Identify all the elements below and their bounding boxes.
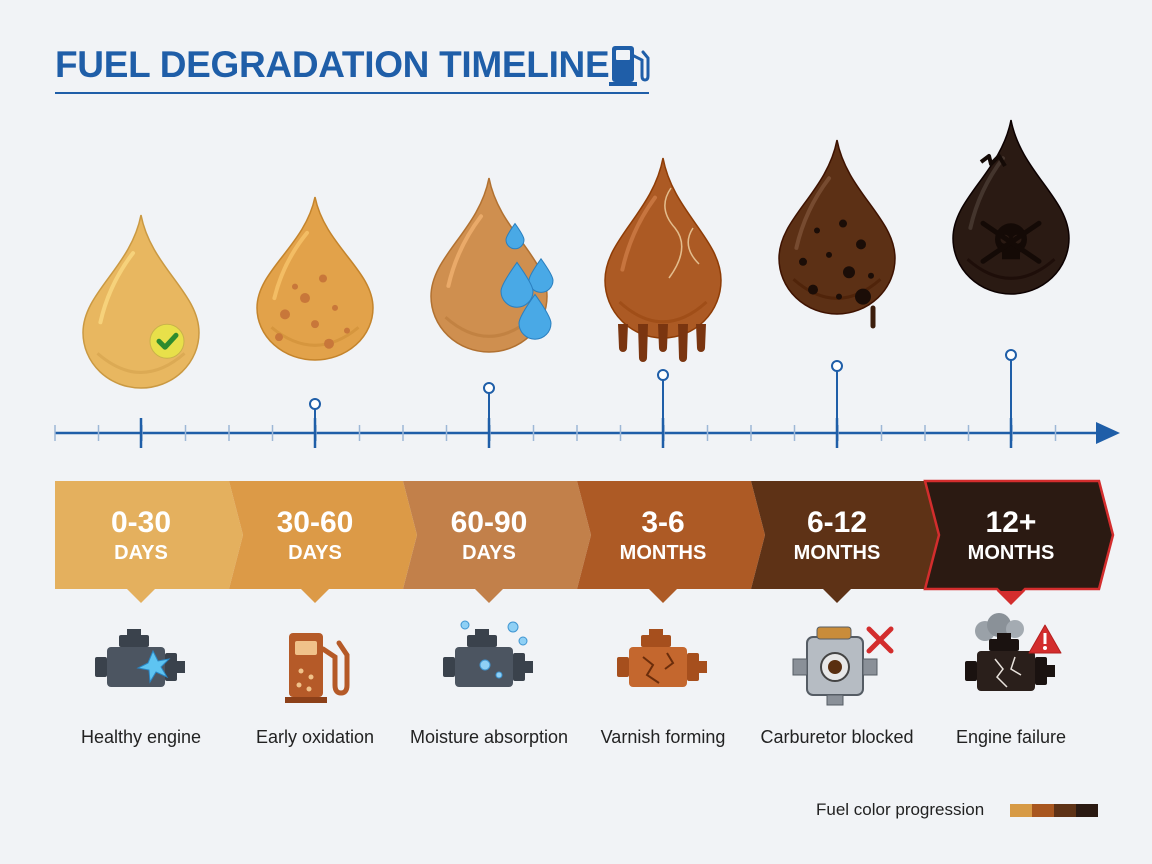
- stage-marker-5: [831, 360, 843, 372]
- carburetor-icon-5: [792, 626, 878, 706]
- varnish-drip-icon: [618, 187, 706, 362]
- fuel-drop-2: [256, 196, 374, 361]
- stage-unit: MONTHS: [967, 542, 1055, 564]
- wet-engine-icon-3: [443, 620, 533, 687]
- sludge-icon: [799, 219, 876, 329]
- failed-engine-icon-6: [965, 613, 1055, 691]
- skull-icon: [979, 154, 1042, 264]
- stage-label-3: 60-90 DAYS: [414, 481, 564, 591]
- stage-label-6: 12+ MONTHS: [936, 481, 1086, 591]
- failure-pointer: [997, 591, 1025, 605]
- stage-caption-3: Moisture absorption: [409, 727, 569, 747]
- legend-swatch-4: [1076, 804, 1098, 817]
- legend-swatch-1: [1010, 804, 1032, 817]
- fuel-drop-3: [430, 177, 554, 353]
- healthy-engine-icon-1: [95, 629, 185, 687]
- stage-marker-2: [309, 398, 321, 410]
- water-drops-icon: [500, 222, 554, 340]
- title-underline: [55, 92, 649, 94]
- fuel-pump-icon: [609, 46, 650, 86]
- specks-icon: [275, 274, 350, 349]
- stage-caption-2: Early oxidation: [255, 727, 375, 747]
- stage-band-1: [55, 481, 243, 603]
- stage-label-5: 6-12 MONTHS: [762, 481, 912, 591]
- stage-band-3: [403, 481, 591, 603]
- stage-caption-4: Varnish forming: [600, 727, 726, 747]
- stage-marker-4: [657, 369, 669, 381]
- page-title: FUEL DEGRADATION TIMELINE: [55, 44, 610, 85]
- check-icon: [149, 323, 185, 359]
- fuel-pump-icon-2: [285, 633, 350, 703]
- stage-caption-6: Engine failure: [955, 727, 1067, 747]
- stage-label-2: 30-60 DAYS: [240, 481, 390, 591]
- stage-range: 6-12: [806, 506, 868, 539]
- stage-caption-5: Carburetor blocked: [760, 727, 914, 747]
- legend-label: Fuel color progression: [816, 800, 985, 819]
- stage-range: 30-60: [276, 506, 354, 539]
- stage-unit: MONTHS: [793, 542, 881, 564]
- axis-arrow-icon: [1096, 422, 1120, 444]
- stage-band-5: [751, 481, 939, 603]
- fuel-drop-5: [778, 139, 896, 329]
- stage-label-1: 0-30 DAYS: [66, 481, 216, 591]
- stage-label-4: 3-6 MONTHS: [588, 481, 738, 591]
- stage-range: 60-90: [450, 506, 528, 539]
- stage-range: 3-6: [641, 506, 685, 539]
- x-icon: [866, 626, 894, 654]
- stage-band-4: [577, 481, 765, 603]
- stage-unit: DAYS: [288, 542, 342, 564]
- stage-marker-6: [1005, 349, 1017, 361]
- stage-unit: DAYS: [114, 542, 168, 564]
- legend-swatch-3: [1054, 804, 1076, 817]
- stage-band-2: [229, 481, 417, 603]
- stage-unit: DAYS: [462, 542, 516, 564]
- stage-unit: MONTHS: [619, 542, 707, 564]
- fuel-drop-4: [604, 157, 722, 362]
- stage-range: 12+: [985, 506, 1037, 539]
- stage-range: 0-30: [110, 506, 172, 539]
- legend-swatch-2: [1032, 804, 1054, 817]
- fuel-drop-6: [952, 119, 1070, 295]
- warning-icon: [1028, 624, 1062, 654]
- cracked-engine-icon-4: [617, 629, 707, 687]
- fuel-drop-1: [82, 214, 200, 389]
- stage-caption-1: Healthy engine: [80, 727, 202, 747]
- stage-marker-3: [483, 382, 495, 394]
